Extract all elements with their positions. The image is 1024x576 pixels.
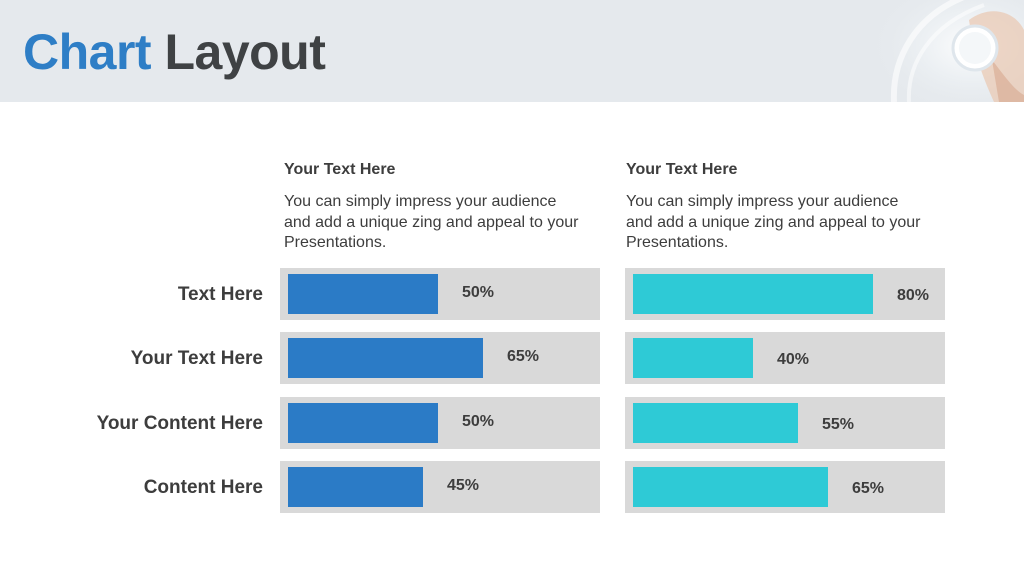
column-header-2: Your Text Here You can simply impress yo…: [626, 160, 926, 254]
column-header-1: Your Text Here You can simply impress yo…: [284, 160, 584, 254]
bar-fill: [288, 403, 438, 443]
bar-fill: [633, 403, 798, 443]
bar-track: 45%: [280, 461, 600, 513]
bar-value-label: 65%: [507, 348, 540, 365]
column-1-description: You can simply impress your audience and…: [284, 193, 579, 251]
bar-track: 65%: [280, 332, 600, 384]
column-2-heading: Your Text Here: [626, 161, 738, 178]
page-title: Chart Layout: [23, 22, 326, 82]
bar-fill: [633, 467, 828, 507]
bar-track: 40%: [625, 332, 945, 384]
column-1-heading: Your Text Here: [284, 161, 396, 178]
bar-fill: [288, 467, 423, 507]
bar-fill: [288, 338, 483, 378]
row-label-4: Content Here: [143, 477, 263, 498]
column-2-description: You can simply impress your audience and…: [626, 193, 921, 251]
bar-value-label: 65%: [852, 480, 885, 497]
bar-fill: [288, 274, 438, 314]
bar-track: 55%: [625, 397, 945, 449]
header-band: Chart Layout: [0, 0, 1024, 102]
title-main: Layout: [164, 24, 326, 80]
bar-value-label: 80%: [897, 287, 930, 304]
bar-track: 80%: [625, 268, 945, 320]
header-decoration-image: [874, 0, 1024, 102]
row-label-1: Text Here: [177, 284, 263, 305]
bar-value-label: 40%: [777, 351, 810, 368]
bar-track: 50%: [280, 268, 600, 320]
bar-track: 50%: [280, 397, 600, 449]
bar-value-label: 50%: [462, 413, 495, 430]
title-accent: Chart: [23, 24, 152, 80]
bar-fill: [633, 274, 873, 314]
bar-value-label: 50%: [462, 284, 495, 301]
bar-value-label: 55%: [822, 416, 855, 433]
bar-value-label: 45%: [447, 477, 480, 494]
bar-track: 65%: [625, 461, 945, 513]
row-label-2: Your Text Here: [130, 348, 263, 369]
bar-fill: [633, 338, 753, 378]
row-label-3: Your Content Here: [96, 413, 263, 434]
